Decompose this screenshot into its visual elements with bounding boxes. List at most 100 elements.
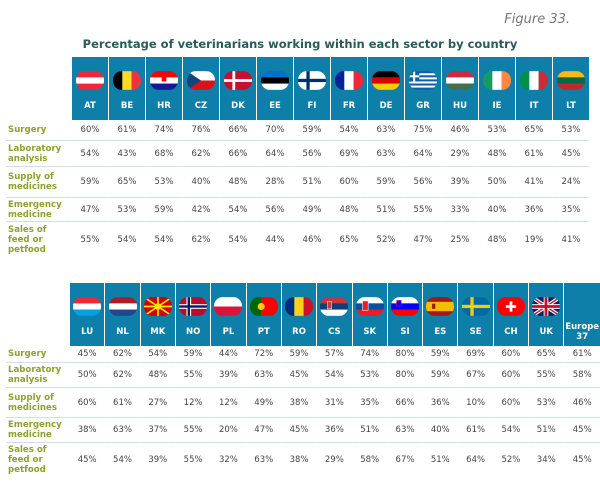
value-cell: 61% xyxy=(457,417,493,442)
country-code: PL xyxy=(210,318,246,346)
table-body: Surgery 45% 62% 54% 59% 44% 72% 59% 57% 74% 80% 59%… xyxy=(6,346,600,477)
value-cell: 55% xyxy=(174,362,211,387)
value-cell: 69% xyxy=(457,346,492,362)
flag-es-icon xyxy=(426,297,455,316)
row-label: Surgery xyxy=(8,349,47,359)
flag-lu-icon xyxy=(73,297,102,316)
country-code: LU xyxy=(69,318,105,346)
value-cell: 54% xyxy=(71,140,108,166)
value-cell: 45% xyxy=(552,140,589,166)
value-cell: 51% xyxy=(422,442,458,477)
flag-cell xyxy=(515,57,552,92)
row-label: Sales of feed or petfood xyxy=(6,221,71,258)
value-cell: 45% xyxy=(563,417,600,442)
country-code: MK xyxy=(139,318,175,346)
table-row: Surgery 45% 62% 54% 59% 44% 72% 59% 57% 74% 80% 59%… xyxy=(6,346,600,362)
value-cell: 47% xyxy=(404,221,441,258)
country-code: IE xyxy=(478,92,515,120)
value-cell: 59% xyxy=(174,346,210,362)
flag-cell xyxy=(330,57,367,92)
table-row: Laboratory analysis 50% 62% 48% 55% 39% 63% 45%… xyxy=(6,362,600,387)
value-cell: 63% xyxy=(245,442,281,477)
value-cell: 12% xyxy=(210,387,246,417)
value-cell: 60% xyxy=(492,387,529,417)
value-cell: 27% xyxy=(139,387,175,417)
value-cell: 53% xyxy=(528,387,564,417)
value-cell: 58% xyxy=(563,362,600,387)
country-code: HR xyxy=(145,92,182,120)
value-cell: 55% xyxy=(404,197,441,221)
value-cell: 35% xyxy=(552,197,589,221)
value-cell: 70% xyxy=(256,120,293,140)
value-cell: 55% xyxy=(174,442,211,477)
value-cell: 53% xyxy=(478,120,515,140)
value-cell: 60% xyxy=(492,346,528,362)
value-cell: 37% xyxy=(139,417,175,442)
value-cell: 48% xyxy=(139,362,175,387)
flag-hu-icon xyxy=(446,71,474,90)
header-corner xyxy=(6,283,70,346)
value-cell: 54% xyxy=(219,221,256,258)
country-code: PT xyxy=(245,318,281,346)
value-cell: 67% xyxy=(386,442,423,477)
country-code: SK xyxy=(351,318,387,346)
value-cell: 63% xyxy=(386,417,423,442)
value-cell: 65% xyxy=(528,346,563,362)
flag-ro-icon xyxy=(285,297,314,316)
flag-cell xyxy=(71,57,108,92)
country-code: DK xyxy=(219,92,256,120)
flag-cell xyxy=(69,283,105,318)
value-cell: 52% xyxy=(492,442,529,477)
value-cell: 56% xyxy=(256,197,293,221)
value-cell: 50% xyxy=(69,362,105,387)
flag-ee-icon xyxy=(261,71,289,90)
value-cell: 36% xyxy=(316,417,352,442)
value-cell: 41% xyxy=(552,221,589,258)
value-cell: 56% xyxy=(404,166,441,197)
value-cell: 53% xyxy=(552,120,589,140)
value-cell: 41% xyxy=(515,166,552,197)
value-cell: 43% xyxy=(108,140,145,166)
value-cell: 49% xyxy=(245,387,281,417)
value-cell: 65% xyxy=(515,120,552,140)
value-cell: 60% xyxy=(330,166,367,197)
flag-cs-icon xyxy=(320,297,349,316)
flag-cell xyxy=(182,57,219,92)
country-code: IT xyxy=(515,92,552,120)
value-cell: 67% xyxy=(457,362,493,387)
flag-cell xyxy=(441,57,478,92)
value-cell: 74% xyxy=(145,120,182,140)
value-cell: 45% xyxy=(280,417,317,442)
value-cell: 31% xyxy=(316,387,352,417)
value-cell: 59% xyxy=(367,166,404,197)
flag-si-icon xyxy=(391,297,419,316)
flag-cell xyxy=(210,283,246,318)
value-cell: 55% xyxy=(528,362,564,387)
row-label: Emergency medicine xyxy=(6,197,71,221)
value-cell: 54% xyxy=(104,442,140,477)
value-cell: 53% xyxy=(145,166,182,197)
flag-cell xyxy=(528,283,564,318)
row-label: Laboratory analysis xyxy=(6,362,70,387)
value-cell: 68% xyxy=(145,140,182,166)
value-cell: 53% xyxy=(108,197,145,221)
value-cell: 45% xyxy=(69,442,105,477)
value-cell: 64% xyxy=(404,140,441,166)
country-code: FI xyxy=(293,92,330,120)
value-cell: 38% xyxy=(280,387,317,417)
value-cell: 60% xyxy=(69,387,105,417)
value-cell: 72% xyxy=(245,346,281,362)
value-cell: 75% xyxy=(404,120,441,140)
value-cell: 46% xyxy=(563,387,600,417)
value-cell: 62% xyxy=(182,221,219,258)
figure-title: Percentage of veterinarians working with… xyxy=(82,37,518,51)
flag-cell xyxy=(478,57,515,92)
value-cell: 38% xyxy=(280,442,317,477)
table-body: Surgery 60% 61% 74% 76% 66% 70% 59% 54% 63% 75% 46%… xyxy=(6,120,589,258)
flag-cell xyxy=(174,283,211,318)
value-cell: 54% xyxy=(492,417,529,442)
value-cell: 51% xyxy=(528,417,564,442)
country-code: SE xyxy=(457,318,493,346)
value-cell: 29% xyxy=(441,140,478,166)
value-cell: 19% xyxy=(515,221,552,258)
